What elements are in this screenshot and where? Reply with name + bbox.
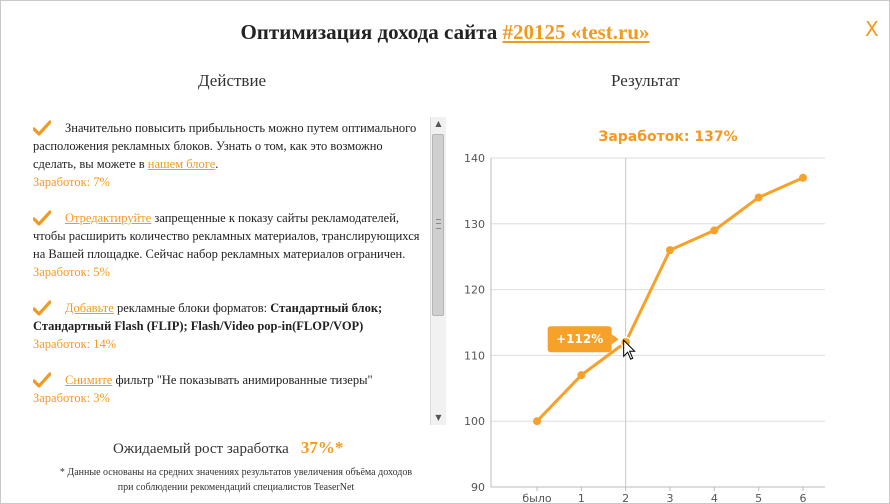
earnings-chart: Заработок: 137% 90 100 110 120 130 140 было 1 2 3 4… [464,129,825,504]
y-tick-label: 130 [464,218,485,231]
tooltip-label: +112% [556,332,603,346]
y-tick-label: 100 [464,415,485,428]
mouse-cursor-icon [623,339,636,360]
title-text: Оптимизация дохода сайта [240,20,498,44]
x-tick-label: 4 [711,492,718,504]
x-tick-label: 3 [667,492,674,504]
data-point [710,226,719,235]
add-link[interactable]: Добавьте [65,301,114,315]
chart-title: Заработок: 137% [598,129,737,145]
result-column-title: Результат [611,71,680,90]
footnote-line-1: * Данные основаны на средних значениях р… [59,467,413,478]
scrollbar-thumb[interactable] [432,134,444,316]
checkmark-icon [33,372,51,388]
y-tick-label: 140 [464,152,485,165]
action-text: Добавьте рекламные блоки форматов: Станд… [33,301,383,333]
x-tick-label: 5 [755,492,762,504]
y-tick-label: 90 [471,481,485,494]
earning-value: Заработок: 7% [33,175,110,189]
list-item: Добавьте рекламные блоки форматов: Станд… [33,299,426,353]
blog-link[interactable]: нашем блоге [147,157,216,171]
data-point [533,417,541,426]
x-tick-label: 6 [800,492,807,504]
tooltip-box [547,326,612,353]
tooltip-pointer [611,334,619,345]
list-item: Значительно повысить прибыльность можно … [33,119,426,191]
action-text: Отредактируйте запрещенные к показу сайт… [33,211,420,261]
footnote: * Данные основаны на средних значениях р… [21,465,451,495]
expected-growth-label: Ожидаемый рост заработка [113,441,289,457]
action-text: Снимите фильтр "Не показывать анимирован… [65,373,373,387]
data-point [577,371,586,380]
expected-growth: Ожидаемый рост заработка 37%* [113,438,343,458]
checkmark-icon [33,120,51,136]
data-point [754,193,763,202]
earning-value: Заработок: 3% [33,391,110,405]
x-tick-label: было [522,492,551,504]
site-link[interactable]: #20125 «test.ru» [502,20,650,44]
checkmark-icon [33,300,51,316]
footnote-line-2: при соблюдении рекомендаций специалистов… [117,482,355,493]
dialog-title: Оптимизация дохода сайта #20125 «test.ru… [1,20,889,45]
edit-link[interactable]: Отредактируйте [65,211,152,225]
data-point [799,173,807,182]
actions-list: Значительно повысить прибыльность можно … [33,119,426,427]
action-text: Значительно повысить прибыльность можно … [33,121,417,171]
earning-value: Заработок: 14% [33,337,117,351]
grip-icon [436,219,441,229]
data-point [666,246,674,255]
remove-filter-link[interactable]: Снимите [65,373,113,387]
scroll-up-icon[interactable]: ▲ [435,119,442,128]
action-column-title: Действие [198,71,267,90]
x-tick-label: 2 [622,492,629,504]
x-tick-label: 1 [578,492,585,504]
y-tick-label: 110 [464,349,485,362]
checkmark-icon [33,210,51,226]
earning-value: Заработок: 5% [33,265,110,279]
list-item: Отредактируйте запрещенные к показу сайт… [33,209,426,281]
close-icon[interactable]: X [865,17,879,41]
list-item: Снимите фильтр "Не показывать анимирован… [33,371,426,407]
expected-growth-value: 37%* [300,438,344,457]
y-tick-label: 120 [464,284,485,297]
scroll-down-icon[interactable]: ▼ [435,413,442,422]
actions-scrollbar[interactable]: ▲ ▼ [430,117,446,425]
series-line [535,176,804,423]
